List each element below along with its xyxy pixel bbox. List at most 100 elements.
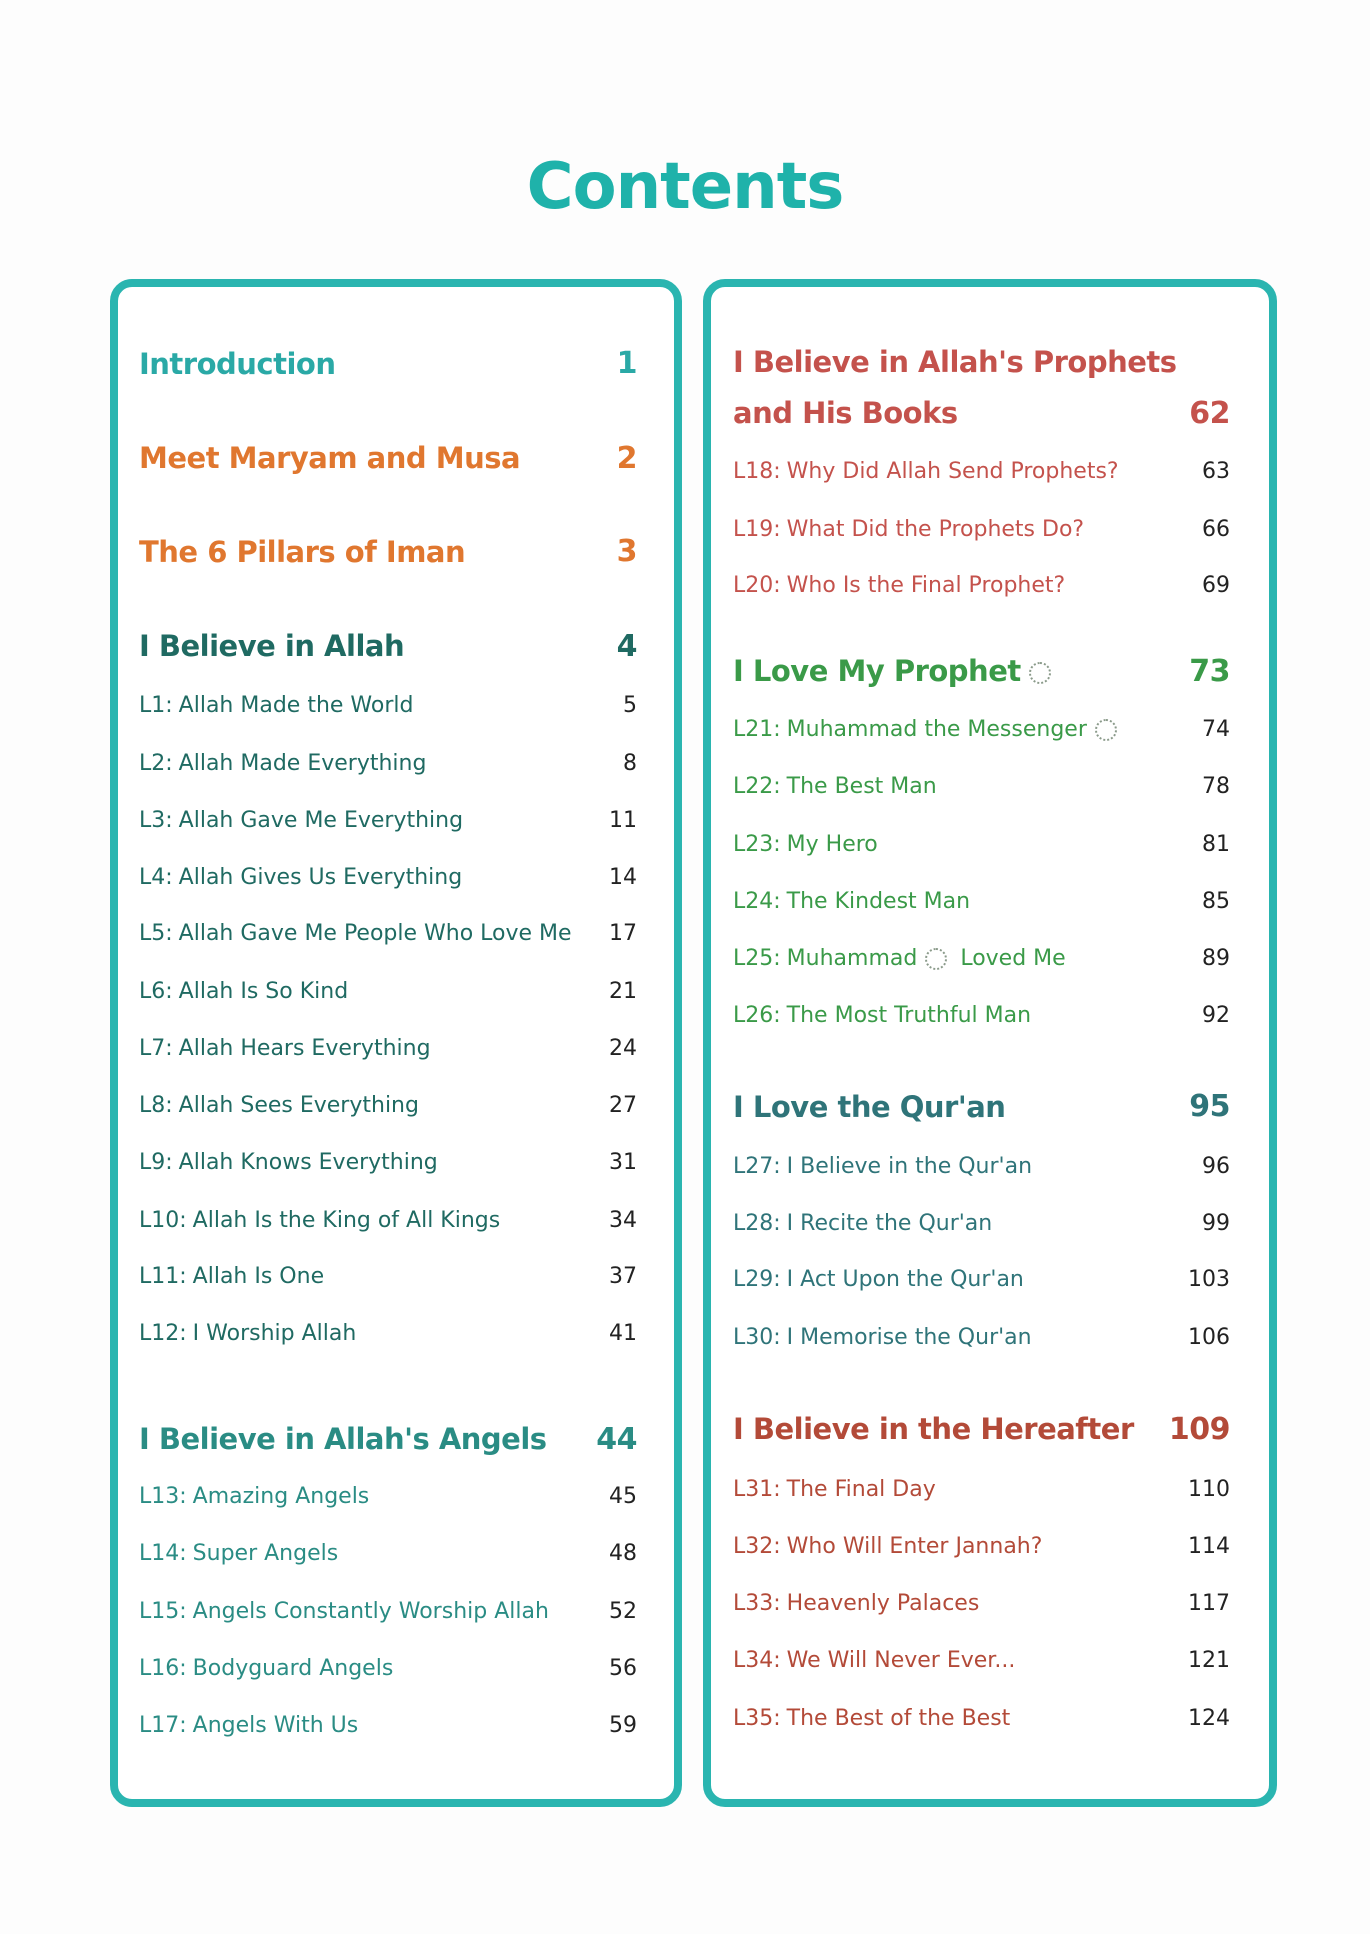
toc-entry[interactable]: L28: I Recite the Qur'an 99 [733, 1204, 1230, 1244]
entry-text: Allah Made Everything [178, 750, 427, 776]
entry-text: I Believe in the Qur'an [786, 1154, 1033, 1180]
toc-entry[interactable]: L2: Allah Made Everything 8 [139, 743, 637, 783]
toc-entry[interactable]: L22: The Best Man 78 [733, 767, 1230, 807]
lesson-number: L12: [139, 1320, 187, 1346]
entry-text: Allah Sees Everything [178, 1093, 419, 1119]
salutation-icon [925, 948, 948, 971]
page-number: 110 [1188, 1476, 1230, 1502]
section-heading[interactable]: I Love the Qur'an 95 [733, 1087, 1230, 1127]
toc-entry[interactable]: L29: I Act Upon the Qur'an 103 [733, 1260, 1230, 1300]
toc-entry[interactable]: L1: Allah Made the World 5 [139, 686, 637, 726]
entry-title: L4: Allah Gives Us Everything [139, 865, 462, 890]
toc-entry[interactable]: L27: I Believe in the Qur'an 96 [733, 1147, 1230, 1187]
entry-title: and His Books [733, 396, 958, 430]
section-heading[interactable]: Meet Maryam and Musa 2 [139, 438, 638, 478]
entry-text: Allah Gave Me People Who Love Me [178, 921, 572, 947]
toc-entry[interactable]: L4: Allah Gives Us Everything 14 [139, 858, 637, 898]
entry-title: L1: Allah Made the World [139, 693, 413, 718]
toc-entry[interactable]: L30: I Memorise the Qur'an 106 [733, 1317, 1230, 1357]
section-heading[interactable]: I Love My Prophet 73 [733, 651, 1230, 691]
entry-text: Amazing Angels [192, 1483, 370, 1509]
section-heading[interactable]: I Believe in Allah's Angels 44 [139, 1419, 637, 1459]
entry-text: Meet Maryam and Musa [139, 441, 521, 476]
toc-entry[interactable]: L13: Amazing Angels 45 [139, 1476, 637, 1516]
lesson-number: L6: [139, 978, 173, 1004]
entry-title: L33: Heavenly Palaces [733, 1591, 979, 1616]
page-number: 24 [609, 1035, 637, 1061]
toc-entry[interactable]: L14: Super Angels 48 [139, 1534, 637, 1574]
entry-text: The Final Day [786, 1476, 936, 1502]
page-number: 34 [609, 1207, 637, 1233]
toc-entry[interactable]: L35: The Best of the Best 124 [733, 1698, 1230, 1738]
entry-title: The 6 Pillars of Iman [139, 535, 466, 569]
toc-entry[interactable]: L26: The Most Truthful Man 92 [733, 996, 1230, 1036]
lesson-number: L35: [733, 1705, 781, 1731]
section-heading[interactable]: I Believe in the Hereafter 109 [733, 1409, 1231, 1449]
lesson-number: L23: [733, 831, 781, 857]
page-number: 92 [1202, 1003, 1230, 1029]
entry-text: I Love My Prophet [733, 654, 1021, 689]
page-number: 37 [609, 1263, 637, 1289]
lesson-number: L26: [733, 1003, 781, 1029]
section-heading[interactable]: I Believe in Allah 4 [139, 626, 638, 666]
entry-text: The Best Man [786, 774, 937, 800]
lesson-number: L3: [139, 807, 173, 833]
toc-entry[interactable]: L6: Allah Is So Kind 21 [139, 971, 637, 1011]
lesson-number: L29: [733, 1267, 781, 1293]
toc-entry[interactable]: L33: Heavenly Palaces 117 [733, 1584, 1230, 1624]
entry-text: Muhammad [786, 946, 918, 972]
entry-title: L15: Angels Constantly Worship Allah [139, 1599, 549, 1624]
toc-entry[interactable]: L32: Who Will Enter Jannah? 114 [733, 1526, 1230, 1566]
entry-title: I Believe in Allah's Angels [139, 1422, 547, 1456]
right-contents-panel [703, 279, 1277, 1807]
toc-entry[interactable]: L34: We Will Never Ever... 121 [733, 1641, 1230, 1681]
lesson-number: L11: [139, 1263, 187, 1289]
page-number: 73 [1189, 653, 1230, 689]
toc-entry[interactable]: L20: Who Is the Final Prophet? 69 [733, 565, 1230, 605]
entry-text: I Believe in Allah [139, 629, 405, 664]
toc-entry[interactable]: L12: I Worship Allah 41 [139, 1313, 637, 1353]
toc-entry[interactable]: L18: Why Did Allah Send Prophets? 63 [733, 452, 1230, 492]
toc-entry[interactable]: L8: Allah Sees Everything 27 [139, 1086, 637, 1126]
lesson-number: L27: [733, 1154, 781, 1180]
toc-entry[interactable]: L5: Allah Gave Me People Who Love Me 17 [139, 914, 637, 954]
toc-entry[interactable]: L9: Allah Knows Everything 31 [139, 1143, 637, 1183]
entry-title: L34: We Will Never Ever... [733, 1648, 1015, 1673]
lesson-number: L25: [733, 946, 781, 972]
toc-entry[interactable]: L7: Allah Hears Everything 24 [139, 1028, 637, 1068]
toc-entry[interactable]: L19: What Did the Prophets Do? 66 [733, 509, 1230, 549]
toc-entry[interactable]: L15: Angels Constantly Worship Allah 52 [139, 1591, 637, 1631]
toc-entry[interactable]: L11: Allah Is One 37 [139, 1256, 637, 1296]
page-number: 81 [1202, 831, 1230, 857]
entry-title: Introduction [139, 347, 336, 381]
lesson-number: L10: [139, 1207, 187, 1233]
toc-entry[interactable]: L25: Muhammad Loved Me 89 [733, 939, 1230, 979]
lesson-number: L20: [733, 572, 781, 598]
entry-title: I Believe in Allah's Prophets [733, 345, 1177, 379]
toc-entry[interactable]: L31: The Final Day 110 [733, 1469, 1230, 1509]
section-heading[interactable]: Introduction 1 [139, 344, 638, 384]
lesson-number: L7: [139, 1035, 173, 1061]
entry-text: Allah Gives Us Everything [178, 865, 463, 891]
page-number: 52 [609, 1598, 637, 1624]
lesson-number: L14: [139, 1541, 187, 1567]
entry-title: L6: Allah Is So Kind [139, 979, 348, 1004]
page-number: 106 [1188, 1324, 1230, 1350]
lesson-number: L21: [733, 717, 781, 743]
entry-text: Allah Made the World [178, 693, 414, 719]
toc-entry[interactable]: L3: Allah Gave Me Everything 11 [139, 800, 637, 840]
page-number: 89 [1202, 946, 1230, 972]
page-number: 99 [1202, 1211, 1230, 1237]
toc-entry[interactable]: L17: Angels With Us 59 [139, 1706, 637, 1746]
page-number: 103 [1188, 1267, 1230, 1293]
toc-entry[interactable]: L10: Allah Is the King of All Kings 34 [139, 1200, 637, 1240]
toc-entry[interactable]: L24: The Kindest Man 85 [733, 881, 1230, 921]
section-heading[interactable]: and His Books 62 [733, 393, 1230, 433]
page-number: 27 [609, 1093, 637, 1119]
toc-entry[interactable]: L23: My Hero 81 [733, 824, 1230, 864]
toc-entry[interactable]: L21: Muhammad the Messenger 74 [733, 710, 1230, 750]
section-heading[interactable]: I Believe in Allah's Prophets [733, 342, 1230, 382]
page-number: 8 [623, 750, 637, 776]
toc-entry[interactable]: L16: Bodyguard Angels 56 [139, 1648, 637, 1688]
section-heading[interactable]: The 6 Pillars of Iman 3 [139, 532, 638, 572]
